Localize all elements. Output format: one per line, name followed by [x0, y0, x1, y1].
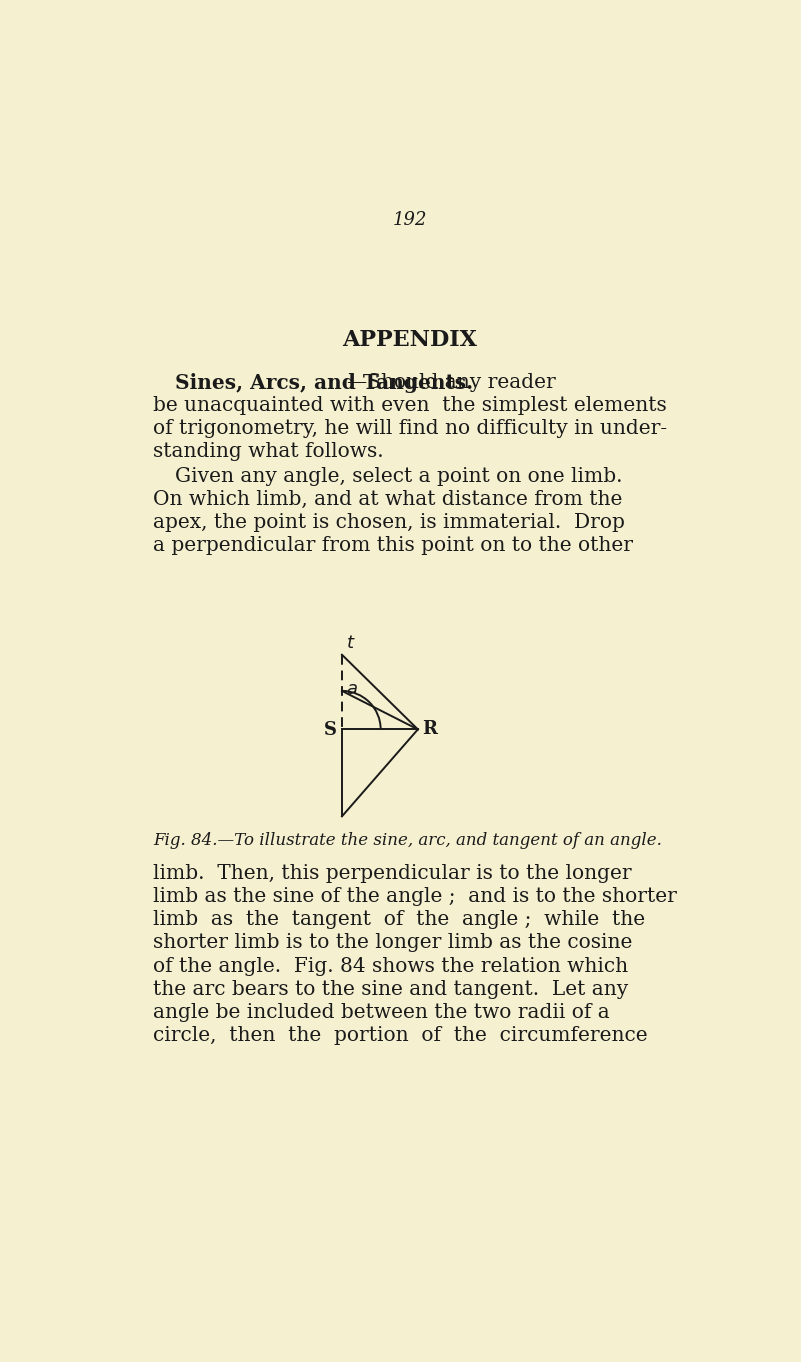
- Text: the arc bears to the sine and tangent.  Let any: the arc bears to the sine and tangent. L…: [153, 979, 628, 998]
- Text: Given any angle, select a point on one limb.: Given any angle, select a point on one l…: [175, 467, 622, 486]
- Text: APPENDIX: APPENDIX: [343, 330, 477, 351]
- Text: limb as the sine of the angle ;  and is to the shorter: limb as the sine of the angle ; and is t…: [153, 887, 677, 906]
- Text: $a$: $a$: [346, 681, 357, 699]
- Text: shorter limb is to the longer limb as the cosine: shorter limb is to the longer limb as th…: [153, 933, 632, 952]
- Text: limb  as  the  tangent  of  the  angle ;  while  the: limb as the tangent of the angle ; while…: [153, 910, 645, 929]
- Text: 192: 192: [392, 211, 428, 229]
- Text: —Should any reader: —Should any reader: [347, 373, 555, 392]
- Text: be unacquainted with even  the simplest elements: be unacquainted with even the simplest e…: [153, 396, 666, 415]
- Text: $t$: $t$: [346, 633, 356, 651]
- Text: On which limb, and at what distance from the: On which limb, and at what distance from…: [153, 490, 622, 509]
- Text: apex, the point is chosen, is immaterial.  Drop: apex, the point is chosen, is immaterial…: [153, 513, 625, 533]
- Text: R: R: [422, 720, 437, 738]
- Text: a perpendicular from this point on to the other: a perpendicular from this point on to th…: [153, 537, 633, 556]
- Text: circle,  then  the  portion  of  the  circumference: circle, then the portion of the circumfe…: [153, 1026, 647, 1045]
- Text: Fig. 84.—To illustrate the sine, arc, and tangent of an angle.: Fig. 84.—To illustrate the sine, arc, an…: [153, 832, 662, 849]
- Text: Sines, Arcs, and Tangents.: Sines, Arcs, and Tangents.: [175, 373, 473, 392]
- Text: of trigonometry, he will find no difficulty in under-: of trigonometry, he will find no difficu…: [153, 419, 667, 439]
- Text: S: S: [324, 720, 337, 740]
- Text: limb.  Then, this perpendicular is to the longer: limb. Then, this perpendicular is to the…: [153, 864, 631, 883]
- Text: angle be included between the two radii of a: angle be included between the two radii …: [153, 1002, 610, 1022]
- Text: standing what follows.: standing what follows.: [153, 443, 384, 462]
- Text: of the angle.  Fig. 84 shows the relation which: of the angle. Fig. 84 shows the relation…: [153, 956, 628, 975]
